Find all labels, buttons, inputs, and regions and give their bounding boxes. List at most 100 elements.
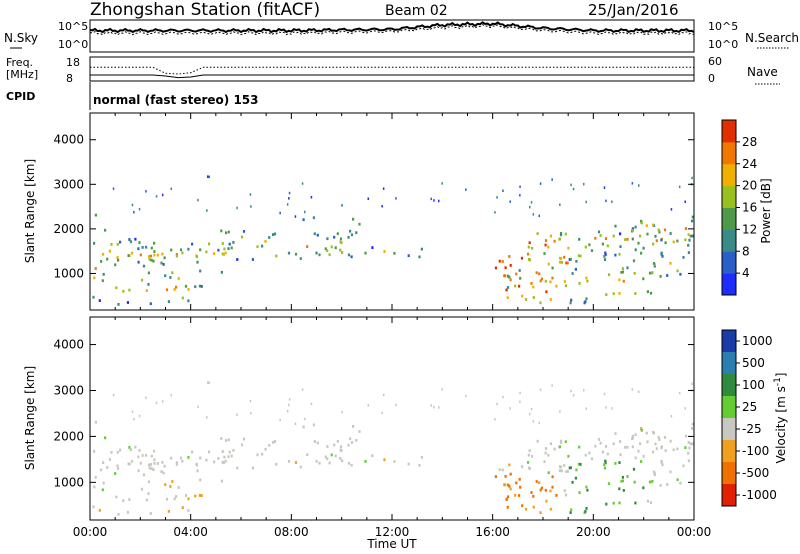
power-scatter-data (92, 175, 694, 306)
velocity-cell (519, 391, 521, 395)
velocity-cell (604, 445, 608, 448)
power-cell (619, 232, 622, 236)
velocity-cell (336, 439, 339, 443)
velocity-cell (539, 388, 542, 391)
velocity-cell (584, 453, 587, 457)
velocity-cell (687, 440, 690, 444)
power-cell (509, 264, 512, 267)
power-cell (691, 176, 693, 180)
velocity-cell (279, 418, 281, 422)
velocity-cell (565, 470, 568, 473)
velocity-cell (299, 465, 302, 469)
velocity-cell (553, 447, 556, 451)
x-tick-label: 00:00 (677, 525, 712, 539)
power-cell (110, 243, 113, 246)
power-cell (544, 243, 547, 247)
velocity-cell (208, 381, 210, 384)
velocity-cell (544, 451, 547, 455)
power-cell (94, 267, 97, 270)
power-colorbar-label: Power [dB] (759, 178, 773, 243)
velocity-cell (115, 495, 118, 499)
power-cell (101, 279, 104, 283)
velocity-cell (594, 444, 597, 448)
power-cell (240, 235, 244, 239)
power-cell (333, 235, 336, 239)
power-cell (206, 209, 208, 212)
power-cell (634, 292, 637, 295)
power-cell (116, 242, 119, 246)
velocity-cell (117, 512, 120, 516)
power-cell (299, 257, 302, 260)
power-cell (175, 254, 178, 258)
colorbar-tick-label: 4 (742, 266, 750, 280)
power-cell (574, 267, 577, 271)
power-cell (618, 252, 621, 256)
x-axis-label: Time UT (366, 537, 417, 551)
power-cell (505, 288, 508, 292)
velocity-cell (240, 443, 244, 447)
velocity-cell (508, 463, 511, 467)
velocity-cell (504, 483, 507, 487)
x-axis-tick-labels: 00:00 04:00 08:00 12:00 16:00 20:00 00:00 (73, 525, 712, 539)
velocity-cell (145, 453, 148, 457)
power-cell (637, 241, 640, 245)
colorbar-swatch (722, 418, 736, 441)
velocity-cell (150, 454, 153, 458)
power-panel-frame (89, 112, 695, 311)
velocity-cell (604, 461, 607, 465)
velocity-cell (156, 462, 159, 465)
velocity-cell (430, 404, 432, 407)
power-cell (128, 288, 131, 292)
velocity-cell (137, 455, 140, 459)
power-cell (177, 277, 180, 280)
power-cell (651, 271, 654, 274)
velocity-cell (586, 488, 589, 492)
velocity-cell (206, 416, 208, 419)
power-cell (634, 225, 637, 229)
power-cell (502, 189, 504, 192)
power-cell (358, 222, 361, 226)
power-cell (179, 248, 183, 252)
velocity-cell (633, 480, 636, 484)
power-cell (165, 288, 169, 292)
noise-panel-frame (89, 19, 695, 53)
colorbar-tick-label: 8 (742, 244, 750, 258)
velocity-cell (507, 483, 510, 487)
power-cell (559, 256, 562, 260)
velocity-cell (139, 461, 142, 465)
velocity-cell (304, 417, 306, 421)
power-cell (112, 187, 115, 190)
velocity-cell (652, 450, 655, 454)
power-cell (590, 249, 594, 252)
power-cell (313, 232, 316, 236)
power-cell (310, 196, 313, 199)
y-tick-label: 1000 (53, 266, 84, 280)
velocity-cell (200, 494, 203, 497)
power-cell (558, 260, 561, 264)
power-cell (652, 262, 656, 265)
power-cell (619, 245, 622, 248)
velocity-cell (538, 481, 541, 485)
power-cell (631, 227, 634, 231)
power-cell (634, 248, 637, 252)
velocity-cell (128, 446, 131, 449)
power-cell (551, 266, 554, 270)
power-cell (336, 232, 339, 236)
power-cell (93, 276, 96, 280)
velocity-panel: 1000 2000 3000 4000 Slant Range [km] 1000 50… (23, 316, 788, 521)
power-cell (509, 278, 512, 282)
noise-left-tick-bottom: 10^0 (58, 38, 88, 51)
power-cell (620, 271, 623, 274)
velocity-cell (418, 463, 421, 467)
power-cell (131, 203, 134, 207)
velocity-cell (147, 492, 150, 495)
velocity-cell (670, 415, 673, 418)
velocity-cell (196, 469, 199, 473)
velocity-cell (145, 396, 147, 399)
velocity-cell (205, 458, 208, 462)
power-yticks: 1000 2000 3000 4000 (53, 133, 694, 280)
power-cell (268, 236, 271, 239)
velocity-cell (407, 462, 410, 466)
velocity-cell (634, 456, 637, 460)
nave-line (90, 66, 694, 75)
